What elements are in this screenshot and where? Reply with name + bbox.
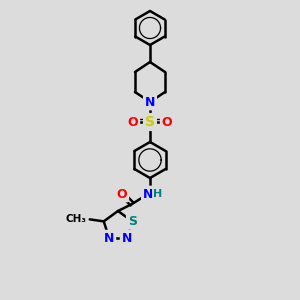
Text: N: N	[143, 188, 153, 200]
Text: CH₃: CH₃	[66, 214, 87, 224]
Text: H: H	[153, 189, 163, 199]
Text: O: O	[117, 188, 127, 200]
Text: N: N	[122, 232, 132, 244]
Text: N: N	[104, 232, 114, 244]
Text: N: N	[145, 95, 155, 109]
Text: S: S	[128, 215, 137, 228]
Text: S: S	[145, 115, 155, 129]
Text: O: O	[162, 116, 172, 128]
Text: O: O	[128, 116, 138, 128]
